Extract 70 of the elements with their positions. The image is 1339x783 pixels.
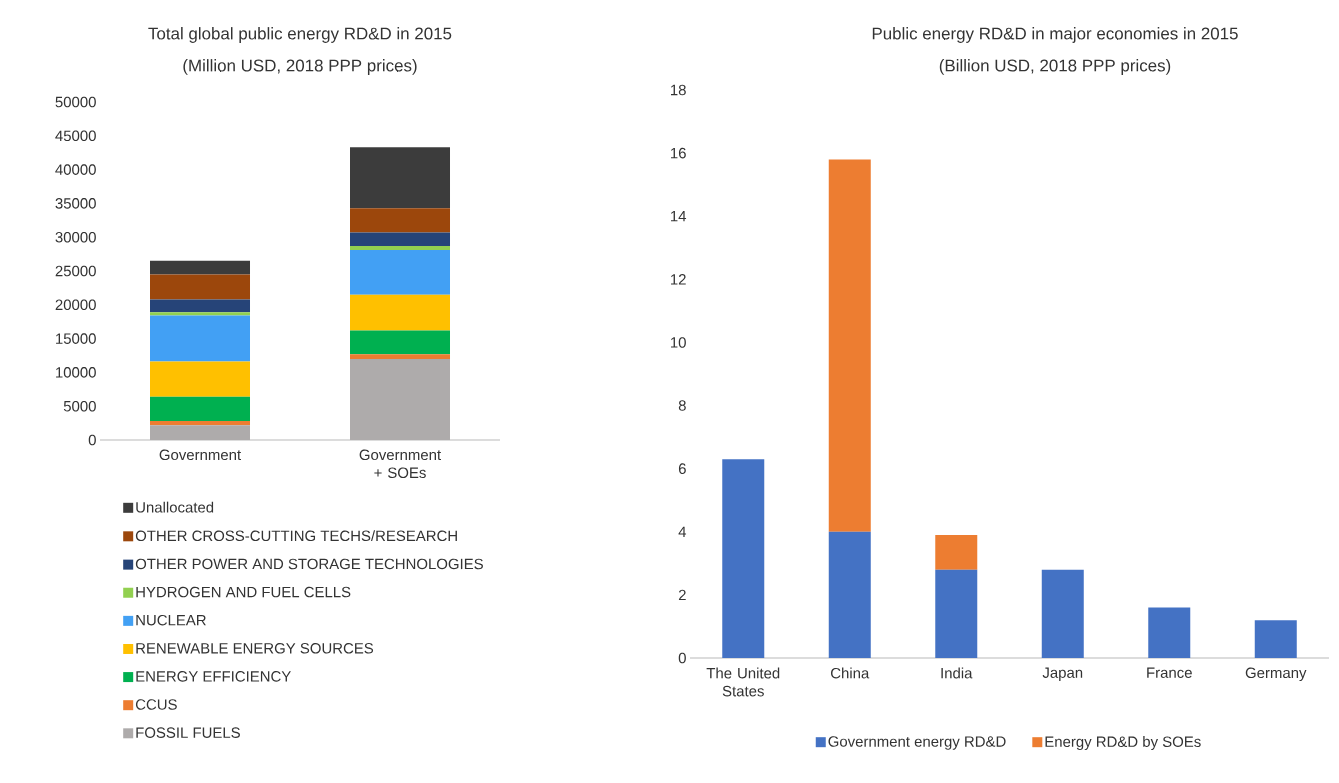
bar: [150, 315, 250, 362]
bar: [150, 421, 250, 426]
bar: [350, 354, 450, 359]
bar: [1041, 569, 1084, 658]
legend-label: Unallocated: [136, 501, 214, 513]
y-tick-label: 10: [671, 337, 686, 348]
bar: [935, 569, 978, 658]
y-tick-label: 40000: [55, 164, 96, 175]
y-tick-label: 20000: [55, 299, 96, 311]
legend-label: OTHER POWER AND STORAGE TECHNOLOGIES: [135, 558, 483, 570]
legend-label: RENEWABLE ENERGY SOURCES: [136, 643, 374, 654]
y-tick-label: 30000: [55, 231, 96, 243]
y-tick-label: 0: [678, 652, 686, 664]
x-tick-label: China: [831, 667, 870, 679]
bar: [828, 531, 871, 658]
x-tick-label: France: [1147, 667, 1192, 678]
bar: [935, 534, 978, 570]
legend-label: FOSSIL FUELS: [136, 727, 240, 738]
bar: [150, 425, 250, 440]
y-tick-label: 45000: [55, 130, 96, 142]
legend-label: CCUS: [135, 699, 177, 710]
bar: [350, 208, 450, 233]
bar: [350, 245, 450, 251]
x-tick-label: Germany: [1245, 667, 1307, 682]
bar: [1148, 607, 1191, 658]
y-tick-label: 14: [671, 211, 687, 222]
y-tick-label: 5000: [63, 400, 96, 412]
y-tick-label: 0: [88, 434, 96, 446]
y-tick-label: 4: [678, 526, 687, 537]
bar: [150, 299, 250, 313]
legend-label: NUCLEAR: [136, 614, 206, 626]
legend-label: Government energy RD&D: [828, 736, 1006, 750]
bar: [350, 330, 450, 355]
y-tick-label: 50000: [55, 96, 96, 108]
legend-label: ENERGY EFFICIENCY: [136, 671, 291, 682]
bar: [350, 358, 450, 440]
y-tick-label: 12: [671, 274, 686, 285]
legend-label: HYDROGEN AND FUEL CELLS: [136, 586, 351, 598]
bar: [350, 250, 450, 295]
bar: [350, 294, 450, 331]
chart-subtitle: (Billion USD, 2018 PPP prices): [939, 59, 1171, 75]
x-tick-label: Japan: [1042, 667, 1083, 681]
y-tick-label: 10000: [56, 367, 96, 378]
bar: [350, 232, 450, 246]
bar: [350, 147, 450, 209]
bar: [150, 396, 250, 422]
bar: [150, 260, 250, 275]
x-tick-label: Government: [159, 449, 241, 461]
y-tick-label: 2: [678, 589, 686, 601]
chart-title: Total global public energy RD&D in 2015: [148, 27, 452, 43]
bar: [150, 361, 250, 397]
y-tick-label: 15000: [56, 333, 96, 344]
y-tick-label: 18: [671, 84, 686, 96]
bar: [150, 274, 250, 300]
y-tick-label: 35000: [55, 198, 96, 209]
x-tick-label: Government + SOEs: [359, 449, 441, 479]
legend-label: Energy RD&D by SOEs: [1045, 736, 1201, 750]
x-tick-label: India: [941, 667, 973, 679]
y-tick-label: 8: [678, 400, 686, 411]
bar: [150, 312, 250, 316]
bar: [828, 159, 871, 532]
x-tick-label: The United States: [706, 667, 780, 697]
y-tick-label: 6: [678, 463, 686, 474]
chart-subtitle: (Million USD, 2018 PPP prices): [183, 59, 417, 75]
legend-label: OTHER CROSS-CUTTING TECHS/RESEARCH: [135, 530, 457, 542]
chart-title: Public energy RD&D in major economies in 2015: [872, 27, 1238, 43]
y-tick-label: 16: [671, 147, 686, 159]
y-tick-label: 25000: [55, 265, 96, 277]
bar: [722, 459, 765, 658]
bar: [1254, 620, 1297, 658]
